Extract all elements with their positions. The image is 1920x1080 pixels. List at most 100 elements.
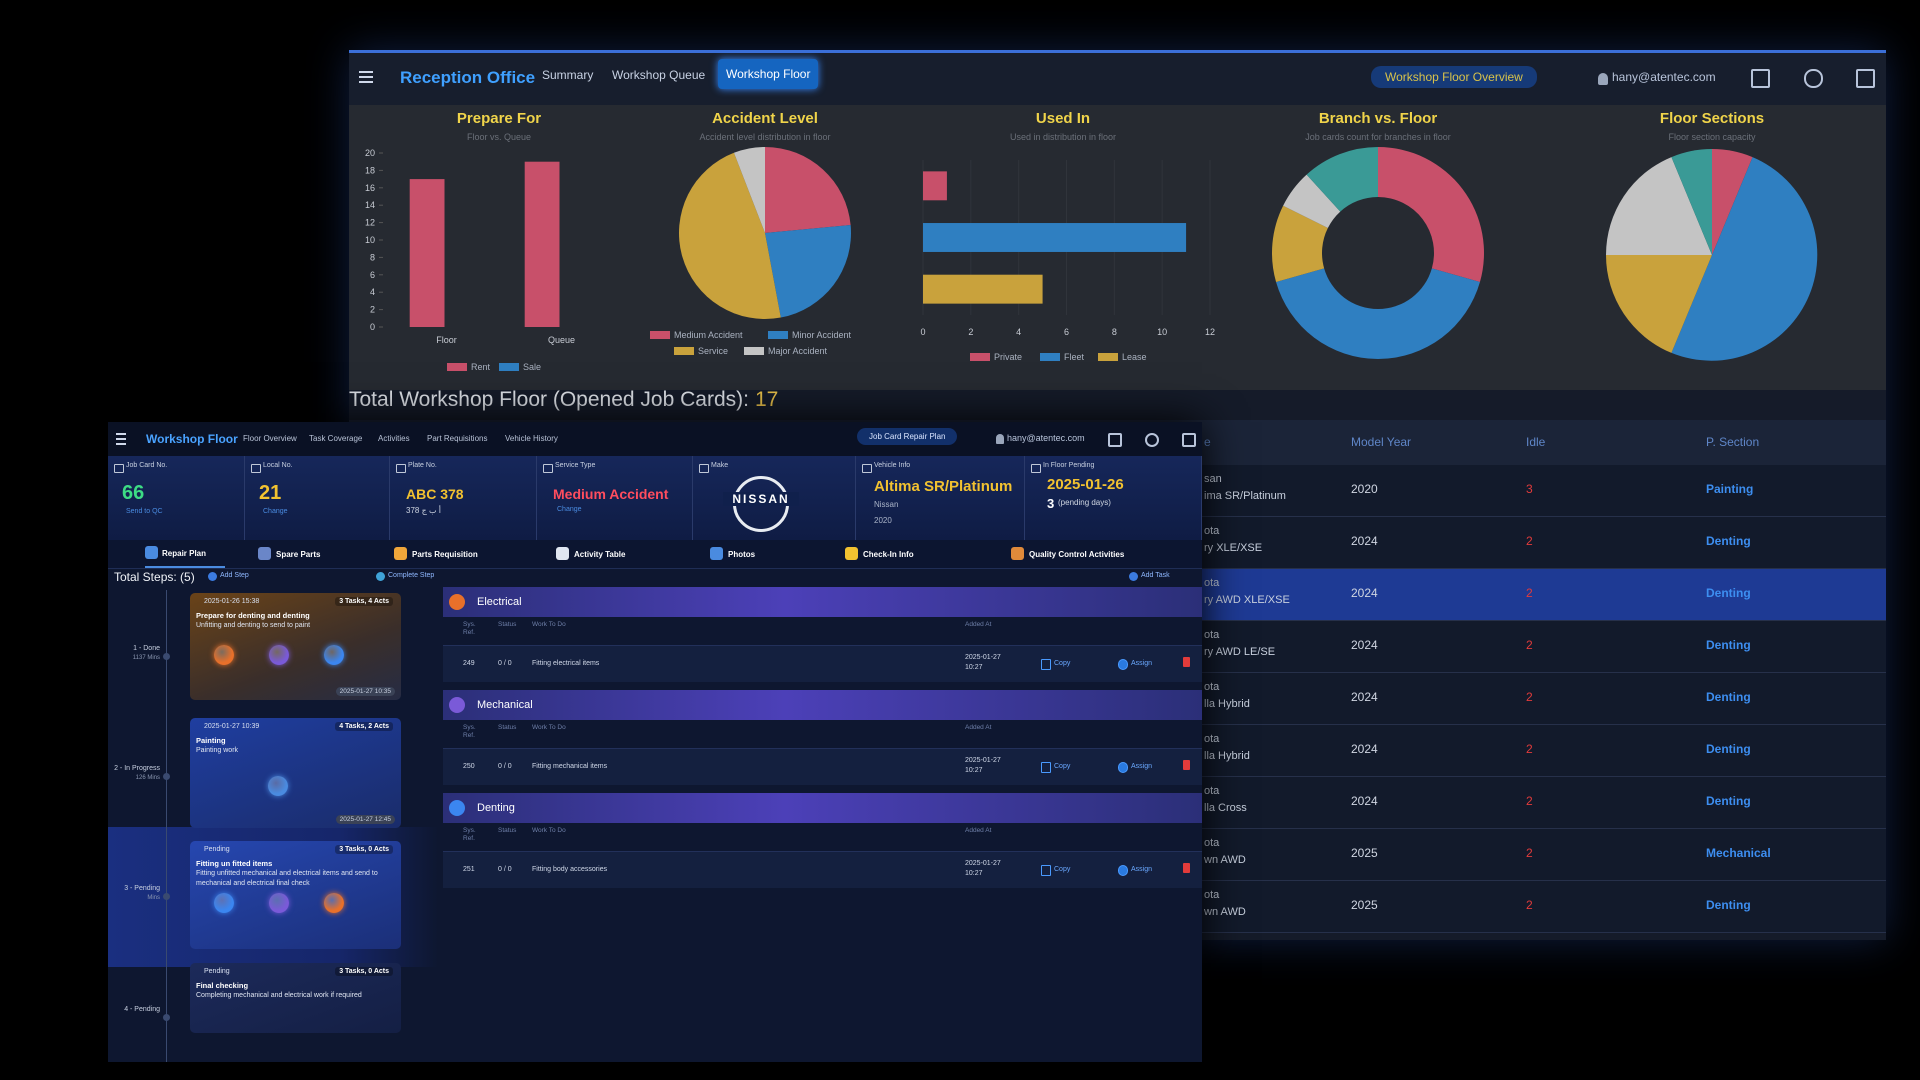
make-cell: ota [1204, 629, 1220, 641]
idle-cell: 2 [1526, 586, 1533, 600]
step-desc: Completing mechanical and electrical wor… [196, 992, 362, 999]
pie-slice [1306, 147, 1378, 212]
pie-slice [678, 152, 781, 320]
step-card[interactable]: 2025-01-26 15:38 3 Tasks, 4 Acts Prepare f… [190, 593, 401, 700]
info-value: 66 [122, 482, 145, 504]
step-card[interactable]: Pending 3 Tasks, 0 Acts Fitting un fitted … [190, 841, 401, 949]
info-note[interactable]: Change [263, 508, 288, 515]
task-column-header: Work To Do [532, 827, 566, 834]
nav-icon[interactable] [1145, 433, 1159, 447]
x-tick-label: 10 [1157, 327, 1167, 337]
action-icon [208, 572, 217, 581]
task-column-header: Sys. Ref. [463, 724, 476, 739]
delete-button[interactable] [1183, 657, 1190, 667]
step-desc: Unfitting and denting to send to paint [196, 622, 311, 629]
nav-icon[interactable] [1804, 69, 1823, 88]
tab-bar: Repair Plan Spare Parts Parts Requisition A… [108, 540, 1202, 569]
pie-slice [1606, 157, 1712, 255]
model-cell: lla Cross [1204, 802, 1247, 814]
task-column-header: Work To Do [532, 621, 566, 628]
y-tick-label: 20 [365, 148, 375, 158]
x-tick-label: 0 [920, 327, 925, 337]
info-note: Nissan [874, 500, 899, 509]
step-title: Painting [196, 736, 226, 745]
year-cell: 2025 [1351, 846, 1378, 860]
nav-tab[interactable]: Vehicle History [505, 434, 558, 443]
task-action[interactable]: Copy [1041, 760, 1091, 774]
info-card: Job Card No. 66 Send to QC [108, 456, 245, 540]
pie-slice [1283, 174, 1341, 229]
idle-cell: 2 [1526, 846, 1533, 860]
info-icon [699, 464, 709, 473]
step-card[interactable]: 2025-01-27 10:39 4 Tasks, 2 Acts Painting P… [190, 718, 401, 828]
front-window: Workshop Floor Floor Overview Task Coverag… [108, 422, 1202, 1062]
y-tick-label: 16 [365, 183, 375, 193]
nav-icon[interactable] [1108, 433, 1122, 447]
table-header-cell: Model Year [1351, 435, 1412, 449]
action-label: Add Step [220, 572, 249, 579]
info-card: Plate No. ABC 378 378 أ ب ج [390, 456, 537, 540]
step-date: Pending [204, 968, 230, 975]
tab-icon [394, 547, 407, 560]
legend-label: Rent [471, 362, 491, 372]
info-note[interactable]: Change [557, 506, 582, 513]
x-tick-label: 8 [1112, 327, 1117, 337]
step-icon [269, 645, 289, 665]
legend-swatch [970, 353, 990, 361]
nav-icon[interactable] [1182, 433, 1196, 447]
menu-bar [359, 81, 373, 83]
delete-button[interactable] [1183, 863, 1190, 873]
section-cell: Painting [1706, 482, 1754, 496]
task-action-label: Copy [1054, 866, 1071, 873]
step-tasks: 3 Tasks, 4 Acts [335, 597, 393, 606]
task-group-icon [449, 697, 465, 713]
info-value: ABC 378 [406, 486, 464, 502]
nav-tab[interactable]: Activities [378, 434, 410, 443]
task-work: Fitting mechanical items [532, 763, 608, 770]
info-icon [862, 464, 872, 473]
task-action[interactable]: Assign [1118, 657, 1168, 671]
bar [923, 171, 947, 201]
legend-label: Fleet [1064, 352, 1085, 362]
task-action[interactable]: Copy [1041, 863, 1091, 877]
section-cell: Denting [1706, 690, 1751, 704]
user-icon [996, 434, 1004, 444]
x-tick-label: 2 [968, 327, 973, 337]
tab-icon [258, 547, 271, 560]
step-icon [269, 893, 289, 913]
make-logo-text: NISSAN [723, 492, 799, 506]
task-action[interactable]: Assign [1118, 760, 1168, 774]
total-label: Total Workshop Floor (Opened Job Cards): [349, 388, 749, 411]
task-action[interactable]: Assign [1118, 863, 1168, 877]
action-label: Add Task [1141, 572, 1170, 579]
year-cell: 2024 [1351, 794, 1378, 808]
task-work: Fitting body accessories [532, 866, 608, 873]
nav-tab[interactable]: Summary [542, 68, 594, 82]
legend-label: Private [994, 352, 1022, 362]
year-cell: 2024 [1351, 534, 1378, 548]
task-group-name: Electrical [477, 596, 522, 608]
y-tick-label: 14 [365, 200, 375, 210]
idle-cell: 3 [1526, 482, 1533, 496]
legend-swatch [744, 347, 764, 355]
nav-tab[interactable]: Part Requisitions [427, 434, 488, 443]
delete-button[interactable] [1183, 760, 1190, 770]
x-tick-label: Queue [548, 335, 575, 345]
nav-tab[interactable]: Floor Overview [243, 434, 297, 443]
x-tick-label: 4 [1016, 327, 1021, 337]
idle-cell: 2 [1526, 794, 1533, 808]
nav-tab[interactable]: Task Coverage [309, 434, 363, 443]
task-action[interactable]: Copy [1041, 657, 1091, 671]
step-card[interactable]: Pending 3 Tasks, 0 Acts Final checking Comp… [190, 963, 401, 1033]
legend-swatch [1098, 353, 1118, 361]
nav-icon[interactable] [1856, 69, 1875, 88]
step-title: Prepare for denting and denting [196, 611, 310, 620]
task-column-header: Status [498, 621, 517, 628]
nav-tab[interactable]: Workshop Floor [718, 59, 819, 89]
legend-label: Minor Accident [792, 330, 852, 340]
tab[interactable]: Repair Plan [145, 544, 225, 568]
nav-icon[interactable] [1751, 69, 1770, 88]
nav-tab[interactable]: Workshop Queue [612, 68, 706, 82]
model-cell: lla Hybrid [1204, 698, 1250, 710]
task-action-icon [1118, 659, 1128, 670]
